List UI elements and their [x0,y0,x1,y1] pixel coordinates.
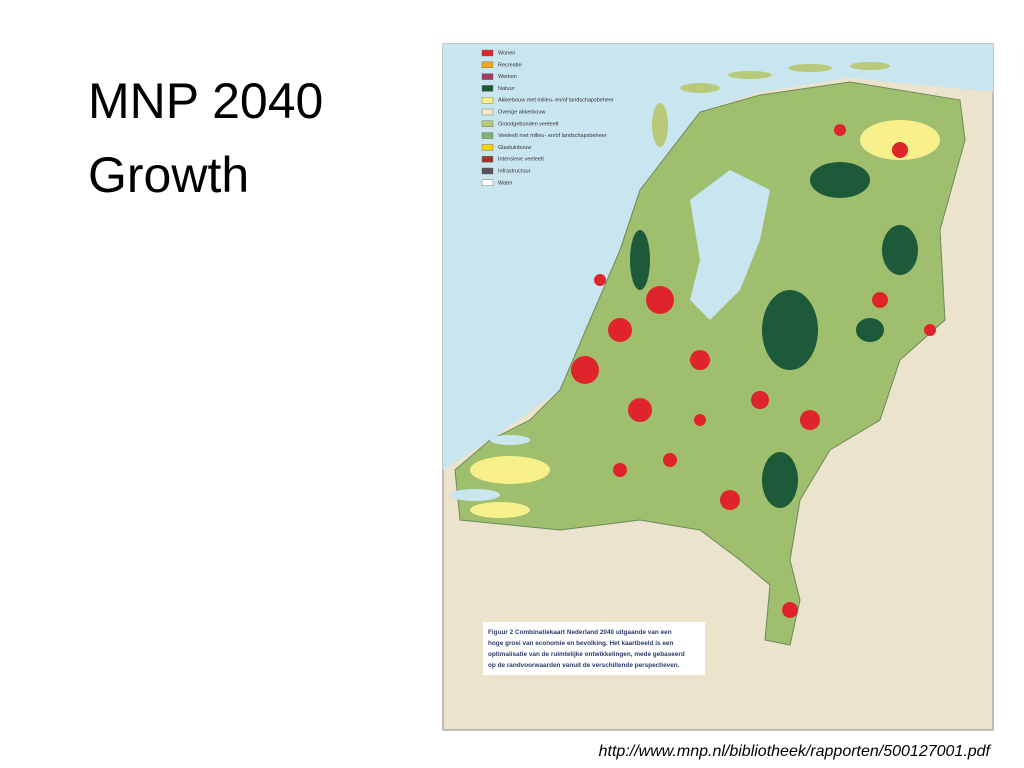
caption-line: optimalisatie van de ruimtelijke ontwikk… [488,651,685,658]
legend-swatch [481,96,494,104]
sea [443,44,993,470]
ijsselmeer [690,170,770,320]
caption-line: hoge groei van economie en bevolking. He… [488,640,673,647]
legend-swatch [481,167,494,175]
legend-swatch [481,73,494,80]
legend-swatch [481,155,494,163]
legend-label: Veeteelt met milieu- en/of landschapsbeh… [498,133,607,139]
legend-label: Glastuinbouw [498,145,531,151]
urban-areas [571,124,936,618]
legend-label: Water [498,180,513,186]
legend-label: Overige akkerbouw [498,109,545,115]
netherlands [454,81,966,646]
title-line: Growth [88,147,249,203]
legend-label: Wonen [498,50,515,56]
legend-label: Akkerbouw met milieu- en/of landschapsbe… [498,98,614,104]
legend-swatch [481,49,494,57]
title-line: MNP 2040 [88,73,323,129]
source-url: http://www.mnp.nl/bibliotheek/rapporten/… [599,743,992,760]
legend-swatch [481,85,494,92]
legend-swatch [481,179,494,187]
legend-swatch [481,108,494,116]
legend-label: Werken [498,74,517,80]
arable-areas [470,120,940,518]
wadden-islands [652,62,890,147]
legend-label: Natuur [498,86,515,92]
caption-box [483,622,705,675]
legend-swatch [481,144,494,151]
legend-label: Grondgebonden veeteelt [498,121,559,127]
nature-areas [630,162,918,508]
legend-label: Recreatie [498,62,522,68]
legend-label: Infrastructuur [498,168,531,174]
map [442,43,994,731]
legend-swatch [481,61,494,68]
caption-line: Figuur 2 Combinatiekaart Nederland 2040 … [488,629,672,636]
caption-line: op de randvoorwaarden vanuit de verschil… [488,662,680,669]
legend-swatch [481,120,494,128]
legend-swatch [481,132,494,139]
islands-sea [450,435,530,501]
legend-label: Intensieve veeteelt [498,157,544,163]
